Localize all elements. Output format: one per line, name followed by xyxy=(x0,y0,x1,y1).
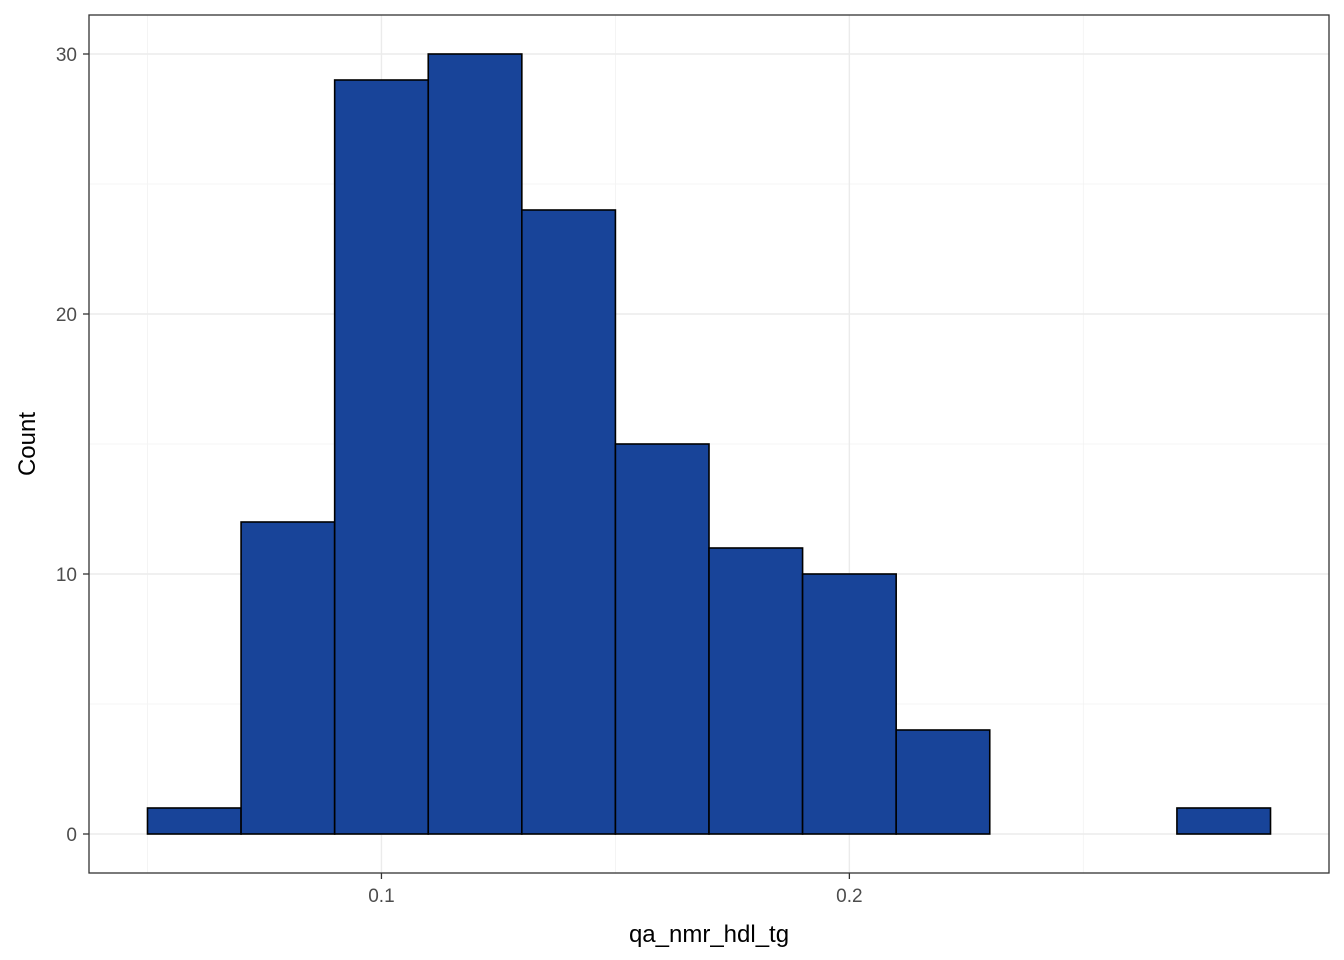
histogram-bar xyxy=(333,79,430,835)
y-axis-tick-labels: 0 10 20 30 xyxy=(56,45,77,846)
y-axis-title: Count xyxy=(14,412,41,476)
histogram-bar xyxy=(801,573,897,835)
x-axis-tick-labels: 0.1 0.2 xyxy=(368,886,862,907)
y-axis-tick-label: 0 xyxy=(66,825,77,846)
y-axis-tick-label: 20 xyxy=(56,305,77,326)
histogram-bar xyxy=(521,209,617,835)
y-axis-tick-label: 10 xyxy=(56,565,77,586)
histogram-bar xyxy=(895,729,991,835)
y-axis-tick-label: 30 xyxy=(56,45,77,66)
axis-ticks xyxy=(83,53,851,879)
histogram-bar xyxy=(427,53,523,835)
x-axis-tick-label: 0.2 xyxy=(836,886,862,907)
histogram-bar xyxy=(708,547,804,835)
x-axis-tick-label: 0.1 xyxy=(368,886,394,907)
x-axis-title: qa_nmr_hdl_tg xyxy=(629,921,789,948)
histogram-bar xyxy=(146,807,242,835)
histogram-bar xyxy=(614,443,710,835)
histogram-bar xyxy=(240,521,336,835)
panel-border xyxy=(88,14,1330,874)
histogram-bars xyxy=(146,53,1272,835)
histogram-bar xyxy=(1176,807,1272,835)
